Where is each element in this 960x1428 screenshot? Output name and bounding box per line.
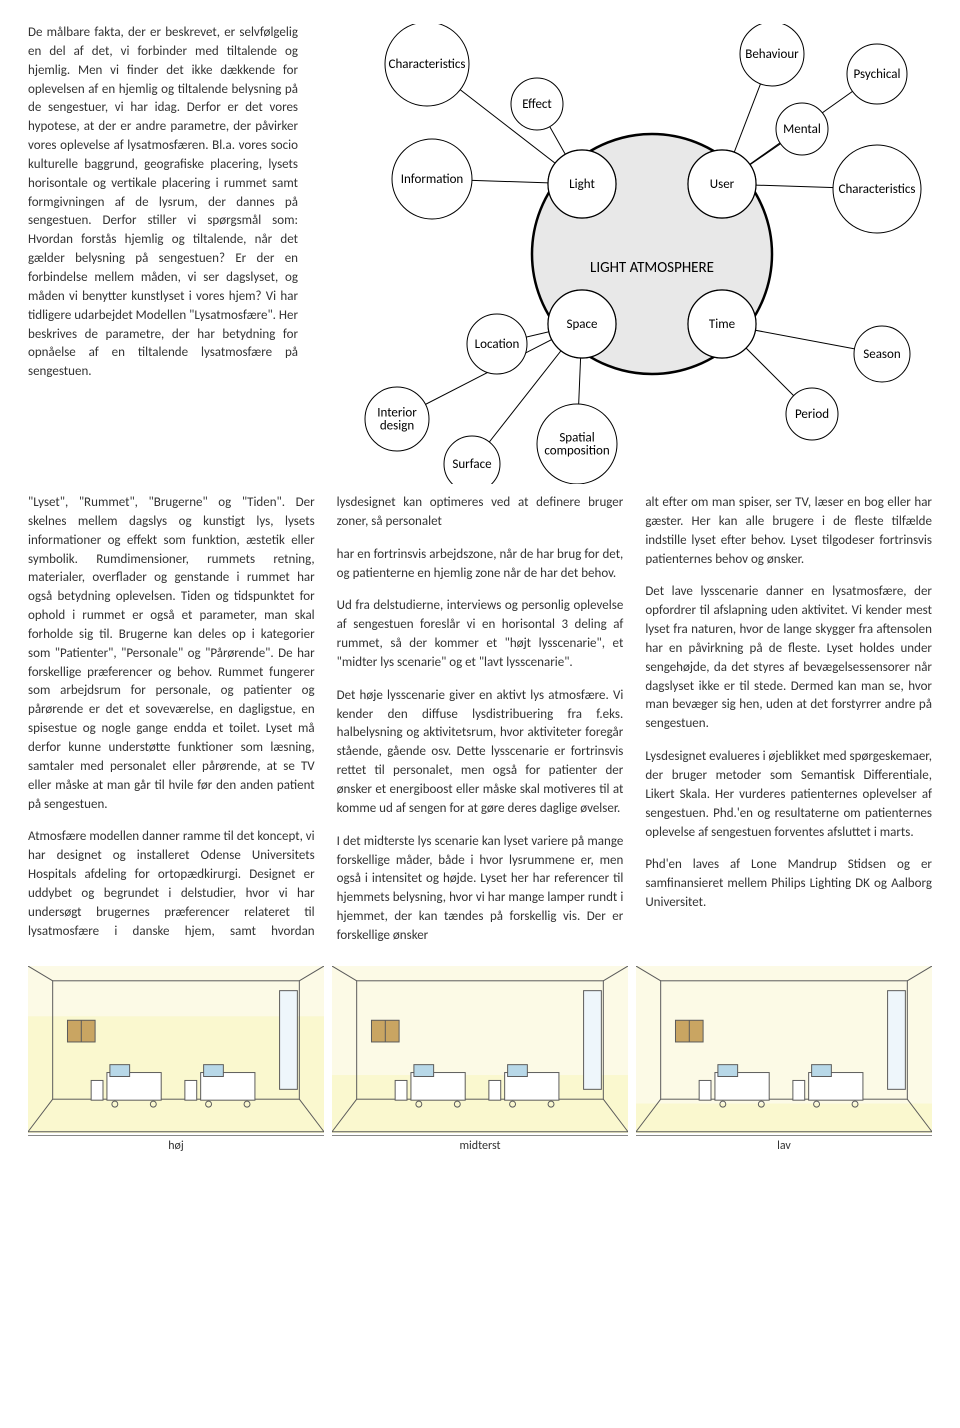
svg-text:Effect: Effect — [522, 97, 552, 112]
panel-caption: høj — [28, 1135, 324, 1155]
intro-text-column: De målbare fakta, der er beskrevet, er s… — [28, 24, 298, 484]
room-sketch-low — [636, 966, 932, 1134]
svg-text:Space: Space — [567, 317, 598, 332]
paragraph: Lysdesignet evalueres i øjeblikket med s… — [645, 748, 932, 842]
svg-text:Period: Period — [795, 407, 829, 422]
paragraph: Det lave lysscenarie danner en lysatmosf… — [645, 583, 932, 734]
svg-text:Mental: Mental — [783, 122, 821, 137]
paragraph: Ud fra delstudierne, interviews og perso… — [337, 597, 624, 672]
paragraph: har en fortrinsvis arbejdszone, når de h… — [337, 546, 624, 584]
svg-text:Season: Season — [863, 347, 901, 362]
svg-text:composition: composition — [544, 444, 609, 459]
paragraph: Det høje lysscenarie giver en aktivt lys… — [337, 687, 624, 819]
paragraph: Phd'en laves af Lone Mandrup Stidsen og … — [645, 856, 932, 913]
svg-text:design: design — [380, 419, 414, 434]
svg-text:Psychical: Psychical — [854, 67, 901, 82]
panel-caption: lav — [636, 1135, 932, 1155]
svg-text:Location: Location — [475, 337, 520, 352]
panel-low: lav — [636, 966, 932, 1156]
light-atmosphere-diagram: LIGHT ATMOSPHERELightUserSpaceTimeLightU… — [322, 24, 922, 484]
panel-caption: midterst — [332, 1135, 628, 1155]
svg-text:User: User — [710, 177, 735, 192]
room-sketch-high — [28, 966, 324, 1134]
svg-text:Surface: Surface — [452, 457, 491, 472]
paragraph: "Lyset", "Rummet", "Brugerne" og "Tiden"… — [28, 494, 315, 814]
svg-text:Characteristics: Characteristics — [389, 57, 466, 72]
body-columns: "Lyset", "Rummet", "Brugerne" og "Tiden"… — [28, 494, 932, 946]
svg-text:LIGHT ATMOSPHERE: LIGHT ATMOSPHERE — [590, 259, 714, 277]
panel-middle: midterst — [332, 966, 628, 1156]
room-sketch-middle — [332, 966, 628, 1134]
svg-text:Information: Information — [401, 172, 464, 187]
panel-high: høj — [28, 966, 324, 1156]
svg-text:Time: Time — [709, 317, 735, 332]
paragraph: I det midterste lys scenarie kan lyset v… — [337, 833, 624, 946]
diagram-container: LIGHT ATMOSPHERELightUserSpaceTimeLightU… — [322, 24, 932, 484]
paragraph: De målbare fakta, der er beskrevet, er s… — [28, 24, 298, 382]
svg-text:Behaviour: Behaviour — [745, 47, 799, 62]
paragraph: alt efter om man spiser, ser TV, læser e… — [645, 494, 932, 569]
bottom-panels: høj midterst lav — [28, 966, 932, 1156]
svg-text:Light: Light — [569, 177, 595, 192]
svg-text:Characteristics: Characteristics — [839, 182, 916, 197]
